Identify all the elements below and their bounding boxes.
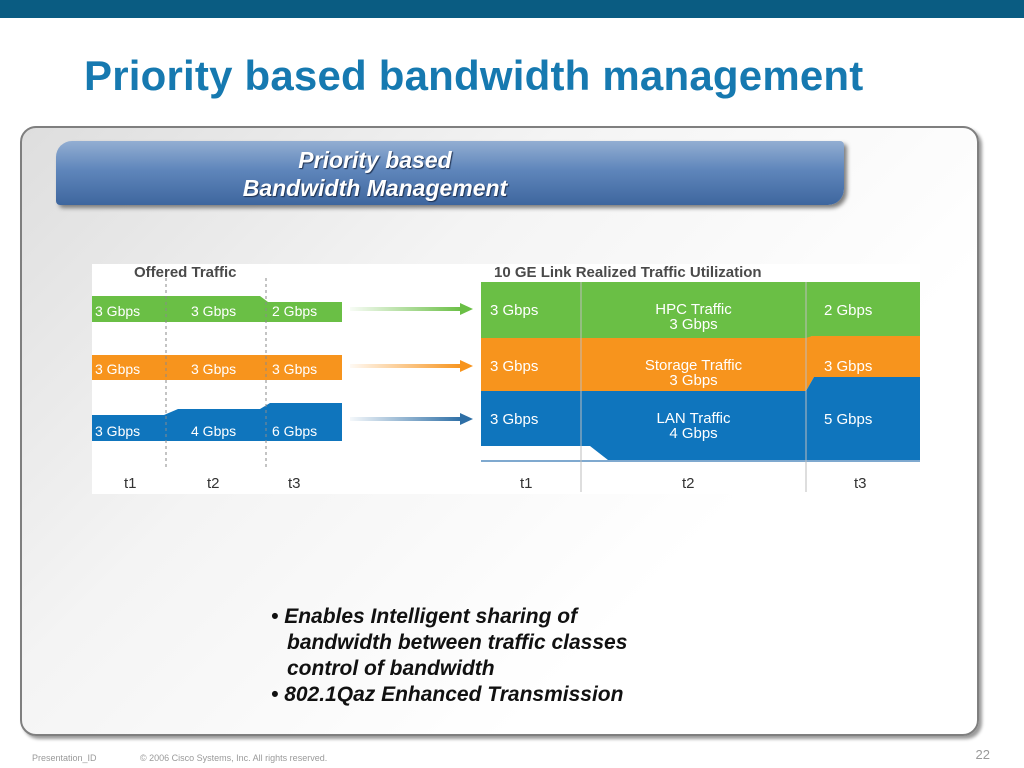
footer-copyright: © 2006 Cisco Systems, Inc. All rights re… (140, 753, 328, 763)
bullet-1-line-1: Enables Intelligent sharing of (284, 605, 578, 628)
diagram-graphics (92, 278, 920, 492)
realized-hpc-t3: 2 Gbps (824, 302, 873, 319)
realized-time-t1: t1 (520, 475, 533, 492)
offered-time-t1: t1 (124, 475, 137, 492)
offered-storage-t3: 3 Gbps (272, 361, 318, 377)
realized-band-storage (481, 336, 920, 391)
banner-line-1: Priority based (298, 147, 452, 173)
realized-storage-t2-name: Storage Traffic (644, 357, 743, 374)
realized-hpc-t1: 3 Gbps (490, 302, 539, 319)
realized-header: 10 GE Link Realized Traffic Utilization (494, 264, 762, 281)
bullet-list: • Enables Intelligent sharing of bandwid… (271, 604, 751, 708)
offered-lan-t1: 3 Gbps (95, 423, 141, 439)
offered-lan-t3: 6 Gbps (272, 423, 318, 439)
offered-lan-t2: 4 Gbps (191, 423, 237, 439)
arrow-blue-head (460, 413, 473, 425)
footer-presentation-id: Presentation_ID (32, 753, 97, 763)
top-bar (0, 0, 1024, 18)
arrow-orange-head (460, 360, 473, 372)
offered-band-storage (92, 355, 342, 380)
realized-storage-t2-value: 3 Gbps (669, 372, 718, 389)
arrow-green-head (460, 303, 473, 315)
traffic-diagram: Offered Traffic 10 GE Link Realized Traf… (92, 264, 920, 494)
offered-storage-t1: 3 Gbps (95, 361, 141, 377)
realized-lan-t3: 5 Gbps (824, 411, 873, 428)
realized-lan-t2: LAN Traffic 4 Gbps (581, 411, 806, 441)
realized-lan-t2-value: 4 Gbps (669, 425, 718, 442)
bullet-2-text: 802.1Qaz Enhanced Transmission (284, 683, 624, 706)
offered-hpc-t1: 3 Gbps (95, 303, 141, 319)
offered-time-t3: t3 (288, 475, 301, 492)
banner: Priority based Bandwidth Management (56, 141, 844, 205)
arrow-orange-shaft (350, 364, 462, 368)
offered-hpc-t2: 3 Gbps (191, 303, 237, 319)
realized-hpc-t2: HPC Traffic 3 Gbps (581, 302, 806, 332)
offered-band-lan (92, 403, 342, 441)
realized-time-t3: t3 (854, 475, 867, 492)
offered-header: Offered Traffic (134, 264, 237, 281)
bullet-1: • Enables Intelligent sharing of (271, 605, 578, 628)
realized-storage-t3: 3 Gbps (824, 358, 873, 375)
bullet-1-line-3: control of bandwidth (287, 657, 495, 680)
banner-line-2: Bandwidth Management (242, 175, 508, 201)
realized-lan-t2-name: LAN Traffic (656, 410, 731, 427)
bullet-1-line-2: bandwidth between traffic classes (287, 631, 628, 654)
realized-hpc-t2-value: 3 Gbps (669, 316, 718, 333)
offered-time-t2: t2 (207, 475, 220, 492)
slide-title: Priority based bandwidth management (84, 52, 864, 99)
offered-storage-t2: 3 Gbps (191, 361, 237, 377)
realized-storage-t2: Storage Traffic 3 Gbps (581, 358, 806, 388)
offered-band-hpc (92, 296, 342, 322)
realized-band-hpc (481, 282, 920, 340)
page-number: 22 (975, 747, 990, 762)
realized-storage-t1: 3 Gbps (490, 358, 539, 375)
realized-hpc-t2-name: HPC Traffic (655, 301, 732, 318)
realized-time-t2: t2 (682, 475, 695, 492)
arrow-green-shaft (350, 307, 462, 311)
offered-hpc-t3: 2 Gbps (272, 303, 318, 319)
arrow-blue-shaft (350, 417, 462, 421)
realized-lan-t1: 3 Gbps (490, 411, 539, 428)
realized-band-lan (481, 377, 920, 460)
bullet-2: • 802.1Qaz Enhanced Transmission (271, 683, 624, 706)
